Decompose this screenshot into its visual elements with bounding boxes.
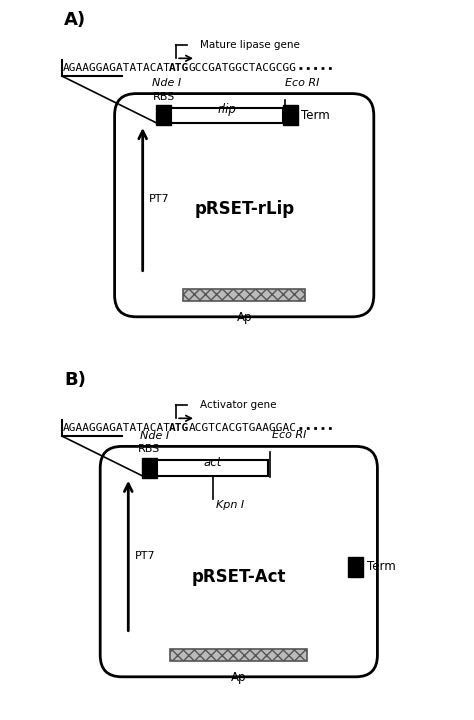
- Text: rlip: rlip: [218, 103, 237, 117]
- Text: RBS: RBS: [153, 91, 175, 102]
- Text: RBS: RBS: [138, 444, 160, 454]
- Bar: [283, 105, 298, 125]
- Text: Ap: Ap: [231, 671, 246, 685]
- Bar: [142, 458, 157, 478]
- Text: PT7: PT7: [149, 194, 170, 204]
- Text: pRSET-rLip: pRSET-rLip: [194, 199, 294, 217]
- Text: AGAAGGAGATATACAT: AGAAGGAGATATACAT: [63, 63, 170, 73]
- Text: act: act: [203, 456, 222, 469]
- Text: Nde I: Nde I: [153, 78, 182, 89]
- Text: Mature lipase gene: Mature lipase gene: [200, 40, 300, 50]
- FancyBboxPatch shape: [170, 649, 307, 661]
- Bar: [156, 105, 171, 125]
- Text: ATG: ATG: [169, 423, 189, 433]
- FancyBboxPatch shape: [183, 289, 305, 301]
- Text: PT7: PT7: [135, 551, 155, 561]
- Text: A): A): [64, 11, 86, 29]
- Text: Eco RI: Eco RI: [272, 430, 306, 440]
- FancyBboxPatch shape: [100, 446, 377, 677]
- Text: Ap: Ap: [237, 311, 252, 325]
- Text: ACGTCACGTGAAGGAC: ACGTCACGTGAAGGAC: [189, 423, 297, 433]
- Text: Term: Term: [301, 109, 329, 122]
- Bar: [348, 557, 364, 577]
- Text: Eco RI: Eco RI: [284, 78, 319, 89]
- Text: AGAAGGAGATATACAT: AGAAGGAGATATACAT: [63, 423, 170, 433]
- FancyBboxPatch shape: [115, 94, 374, 317]
- Bar: [171, 107, 283, 122]
- Text: GCCGATGGCTACGCGG: GCCGATGGCTACGCGG: [189, 63, 297, 73]
- Text: Nde I: Nde I: [140, 431, 169, 441]
- Text: ATG: ATG: [169, 63, 189, 73]
- Text: B): B): [64, 371, 86, 389]
- Bar: [157, 461, 268, 475]
- Text: Activator gene: Activator gene: [200, 400, 276, 410]
- Text: Kpn I: Kpn I: [216, 500, 244, 510]
- Text: Term: Term: [367, 560, 396, 573]
- Text: pRSET-Act: pRSET-Act: [191, 567, 286, 585]
